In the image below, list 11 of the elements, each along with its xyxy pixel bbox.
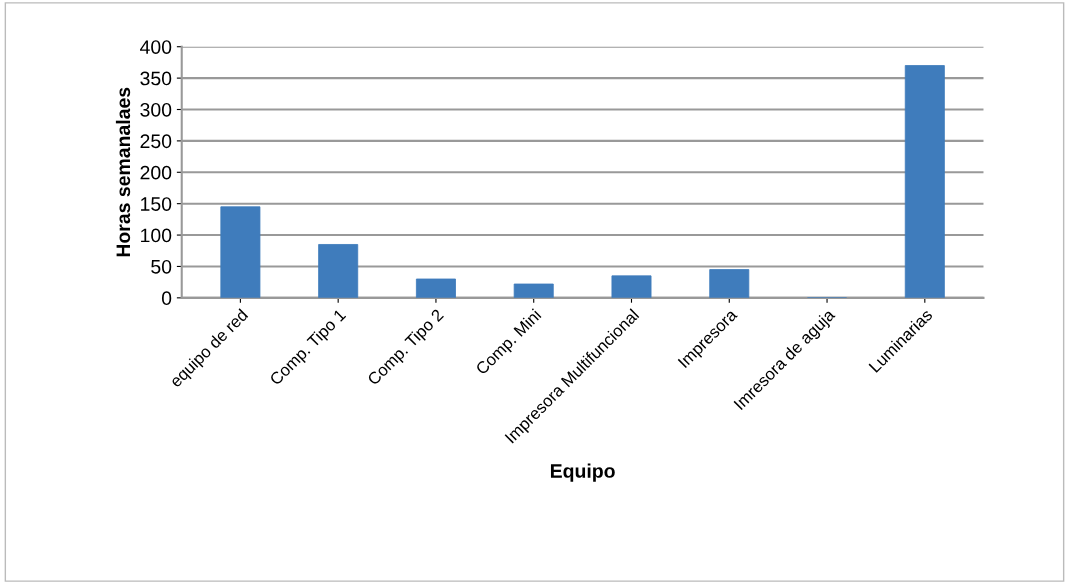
y-tick-label: 400	[140, 40, 172, 54]
y-tick-label: 200	[140, 165, 172, 180]
y-tick-label: 0	[161, 291, 172, 306]
y-tick-label: 150	[141, 197, 172, 211]
y-axis-title: Horas semanalaes	[115, 87, 131, 257]
y-tick-label: 250	[140, 134, 172, 149]
y-tick-label: 50	[151, 259, 172, 274]
y-tick-label: 350	[140, 71, 172, 86]
x-axis-title: Equipo	[550, 463, 615, 482]
y-tick-label: 300	[140, 102, 172, 117]
y-tick-label: 100	[141, 228, 172, 243]
